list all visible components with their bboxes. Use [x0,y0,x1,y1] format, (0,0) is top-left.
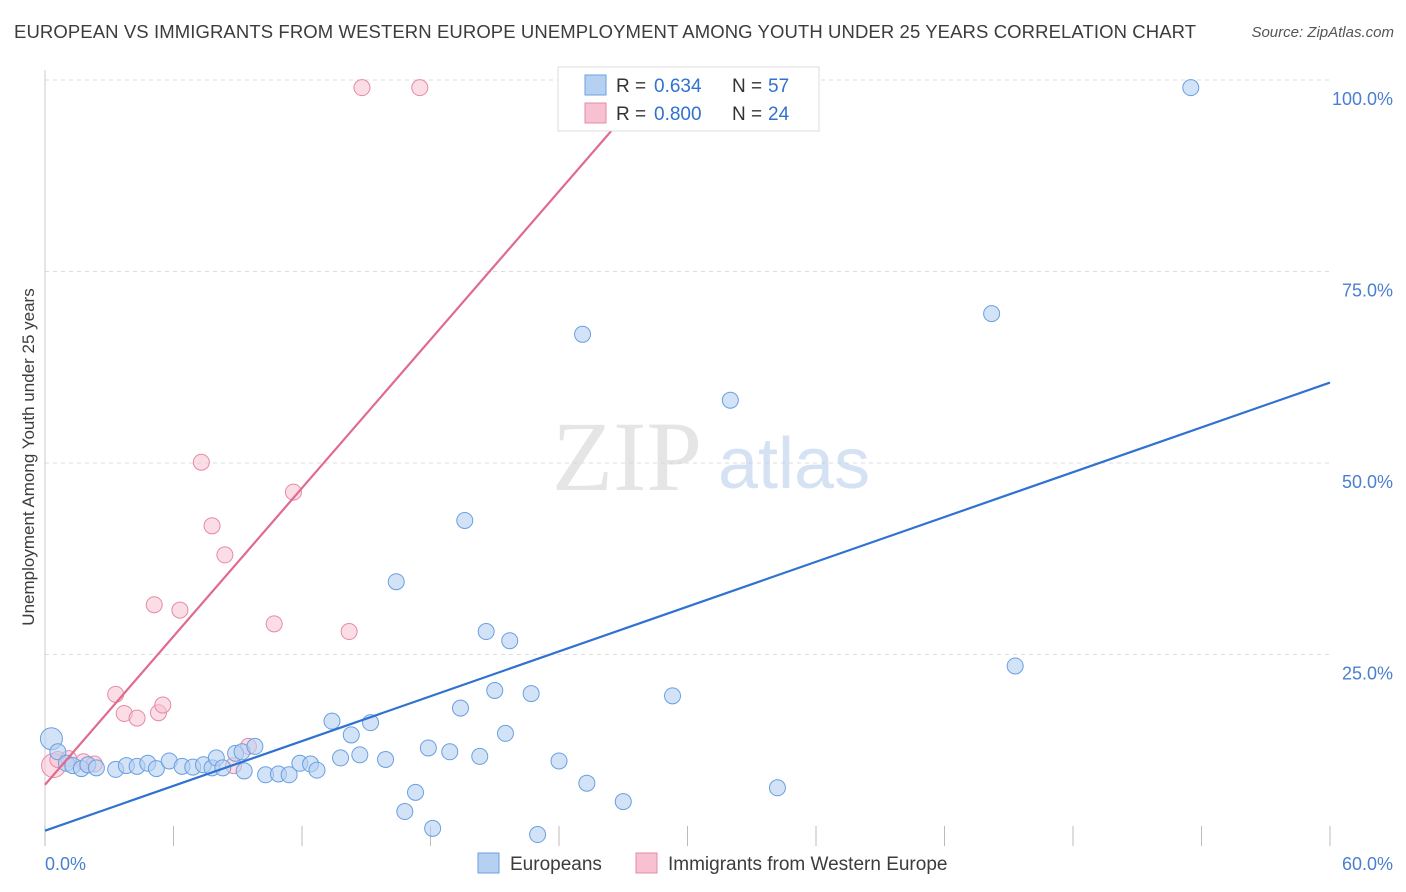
source-label: Source: ZipAtlas.com [1251,24,1394,41]
data-point-europeans [614,793,632,811]
data-point-europeans [486,682,504,700]
data-point-immigrants [265,615,283,633]
bottom-legend-immigrants: Immigrants from Western Europe [668,854,947,875]
bottom-legend: Europeans Immigrants from Western Europe [477,852,947,875]
y-axis-label: Unemployment Among Youth under 25 years [19,288,38,625]
data-point-europeans [550,752,568,770]
data-point-europeans [501,632,519,650]
data-point-europeans [983,305,1001,323]
data-point-europeans [471,747,489,765]
legend-swatch-europeans [584,74,607,96]
data-point-europeans [721,391,739,409]
data-point-europeans [87,759,105,777]
data-point-europeans [456,511,474,529]
data-point-europeans [574,325,592,343]
chart-title: EUROPEAN VS IMMIGRANTS FROM WESTERN EURO… [14,21,1197,42]
axes [44,70,1331,846]
tick-labels: 25.0% 50.0% 75.0% 100.0% 0.0% 60.0% [45,89,1393,874]
data-point-europeans [49,743,67,761]
data-point-europeans [396,803,414,821]
data-point-europeans [332,749,350,767]
data-point-europeans [424,819,442,837]
data-point-europeans [246,737,264,755]
legend-n-label-1: N = [732,76,762,97]
data-point-europeans [407,783,425,801]
data-point-europeans [451,699,469,717]
data-point-europeans [1182,79,1200,97]
data-point-europeans [235,762,253,780]
legend-n-value-1: 57 [768,76,789,97]
data-point-europeans [419,739,437,757]
watermark-atlas: atlas [718,424,870,504]
data-point-europeans [441,743,459,761]
legend-n-value-2: 24 [768,104,790,125]
legend-r-label-1: R = [616,76,646,97]
data-point-europeans [477,623,495,641]
y-tick-label: 100.0% [1332,89,1393,109]
data-point-europeans [496,724,514,742]
data-point-europeans [664,687,682,705]
data-point-europeans [387,573,405,591]
data-point-europeans [529,826,547,844]
y-tick-label: 75.0% [1342,281,1393,301]
legend: R = 0.634 N = 57 R = 0.800 N = 24 [557,66,820,132]
data-point-immigrants [145,596,163,614]
data-point-europeans [377,750,395,768]
x-tick-label: 60.0% [1342,854,1393,874]
data-point-europeans [578,774,596,792]
data-point-europeans [323,712,341,730]
legend-r-label-2: R = [616,104,646,125]
data-point-immigrants [340,623,358,641]
legend-n-label-2: N = [732,104,762,125]
data-point-europeans [522,685,540,703]
data-point-europeans [351,746,369,764]
watermark-zip: ZIP [552,401,702,512]
bottom-legend-swatch-europeans [477,852,500,874]
data-point-europeans [280,766,298,784]
series-europeans-points [39,79,1200,844]
legend-r-value-2: 0.800 [654,104,702,125]
y-tick-label: 50.0% [1342,472,1393,492]
data-point-europeans [1006,657,1024,675]
data-point-europeans [147,760,165,778]
data-point-immigrants [353,79,371,97]
trendline-europeans [44,381,1331,832]
data-point-europeans [342,726,360,744]
y-tick-label: 25.0% [1342,664,1393,684]
data-point-immigrants [411,79,429,97]
grid-lines [45,79,1330,655]
data-point-immigrants [154,696,172,714]
bottom-legend-swatch-immigrants [635,852,658,874]
bottom-legend-europeans: Europeans [510,854,602,875]
data-point-europeans [768,779,786,797]
data-point-immigrants [216,546,234,564]
data-point-immigrants [192,453,210,471]
data-point-europeans [308,761,326,779]
data-point-immigrants [203,517,221,535]
legend-swatch-immigrants [584,102,607,124]
watermark: ZIP atlas [552,401,870,512]
data-point-immigrants [107,685,125,703]
data-point-immigrants [171,601,189,619]
data-point-immigrants [128,709,146,727]
data-point-immigrants [284,483,302,501]
trendline-immigrants [44,116,625,786]
x-tick-label: 0.0% [45,854,86,874]
legend-r-value-1: 0.634 [654,76,702,97]
